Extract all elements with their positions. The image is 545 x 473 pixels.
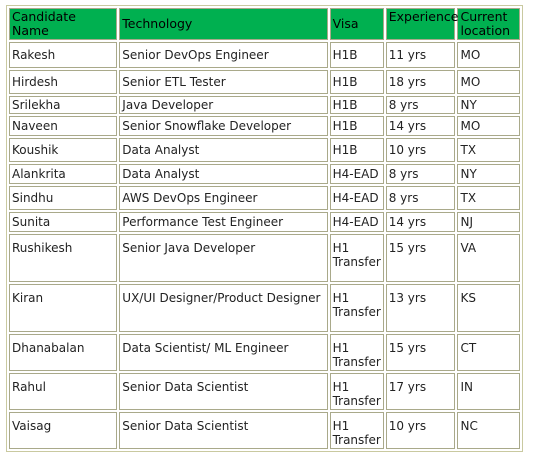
location-cell: MO — [457, 70, 520, 94]
experience-cell: 13 yrs — [385, 284, 456, 332]
technology-cell: AWS DevOps Engineer — [119, 186, 328, 210]
location-cell: NC — [457, 412, 520, 449]
candidate-name-cell: Vaisag — [9, 412, 118, 449]
header-experience: Experience — [385, 8, 458, 40]
table-row: Vaisag Senior Data Scientist H1 Transfer 10… — [9, 412, 520, 449]
candidate-name-cell: Rakesh — [9, 42, 118, 68]
table-row: Koushik Data Analyst H1B 10 yrs TX — [9, 138, 520, 162]
technology-cell: Senior ETL Tester — [119, 70, 328, 94]
visa-cell: H1 Transfer — [329, 334, 384, 371]
location-cell: MO — [457, 42, 520, 68]
experience-cell: 8 yrs — [385, 186, 456, 210]
header-technology: Technology — [119, 8, 328, 40]
technology-cell: Data Analyst — [119, 138, 328, 162]
technology-cell: Data Scientist/ ML Engineer — [119, 334, 328, 371]
candidate-name-cell: Alankrita — [9, 164, 118, 184]
visa-cell: H4-EAD — [329, 164, 384, 184]
table-body: Rakesh Senior DevOps Engineer H1B 11 yrs MO H… — [9, 42, 520, 449]
candidate-name-cell: Sunita — [9, 212, 118, 232]
technology-cell: UX/UI Designer/Product Designer — [119, 284, 328, 332]
table-row: Kiran UX/UI Designer/Product Designer H1 T… — [9, 284, 520, 332]
table-row: Sindhu AWS DevOps Engineer H4-EAD 8 yrs TX — [9, 186, 520, 210]
technology-cell: Senior Data Scientist — [119, 373, 328, 410]
experience-cell: 11 yrs — [385, 42, 456, 68]
technology-cell: Senior DevOps Engineer — [119, 42, 328, 68]
experience-cell: 15 yrs — [385, 234, 456, 282]
table-row: Hirdesh Senior ETL Tester H1B 18 yrs MO — [9, 70, 520, 94]
location-cell: IN — [457, 373, 520, 410]
experience-cell: 18 yrs — [385, 70, 456, 94]
candidate-name-cell: Rushikesh — [9, 234, 118, 282]
candidate-name-cell: Sindhu — [9, 186, 118, 210]
visa-cell: H1B — [329, 116, 384, 136]
experience-cell: 8 yrs — [385, 164, 456, 184]
location-cell: KS — [457, 284, 520, 332]
table-row: Srilekha Java Developer H1B 8 yrs NY — [9, 96, 520, 114]
candidate-table: Candidate Name Technology Visa Experienc… — [6, 5, 523, 452]
candidate-name-cell: Koushik — [9, 138, 118, 162]
candidate-name-cell: Rahul — [9, 373, 118, 410]
location-cell: MO — [457, 116, 520, 136]
table-header-row: Candidate Name Technology Visa Experienc… — [9, 8, 520, 40]
experience-cell: 17 yrs — [385, 373, 456, 410]
experience-cell: 14 yrs — [385, 212, 456, 232]
visa-cell: H4-EAD — [329, 186, 384, 210]
experience-cell: 10 yrs — [385, 138, 456, 162]
table-row: Naveen Senior Snowflake Developer H1B 14 yr… — [9, 116, 520, 136]
visa-cell: H1B — [329, 96, 384, 114]
location-cell: VA — [457, 234, 520, 282]
location-cell: NY — [457, 96, 520, 114]
candidate-name-cell: Naveen — [9, 116, 118, 136]
technology-cell: Performance Test Engineer — [119, 212, 328, 232]
visa-cell: H4-EAD — [329, 212, 384, 232]
header-visa: Visa — [329, 8, 384, 40]
candidate-name-cell: Dhanabalan — [9, 334, 118, 371]
table-row: Alankrita Data Analyst H4-EAD 8 yrs NY — [9, 164, 520, 184]
table-row: Rakesh Senior DevOps Engineer H1B 11 yrs MO — [9, 42, 520, 68]
location-cell: TX — [457, 186, 520, 210]
location-cell: CT — [457, 334, 520, 371]
header-current-location: Current location — [457, 8, 520, 40]
visa-cell: H1B — [329, 138, 384, 162]
technology-cell: Senior Java Developer — [119, 234, 328, 282]
candidate-name-cell: Kiran — [9, 284, 118, 332]
experience-cell: 14 yrs — [385, 116, 456, 136]
candidate-name-cell: Srilekha — [9, 96, 118, 114]
technology-cell: Data Analyst — [119, 164, 328, 184]
visa-cell: H1 Transfer — [329, 412, 384, 449]
location-cell: TX — [457, 138, 520, 162]
experience-cell: 10 yrs — [385, 412, 456, 449]
visa-cell: H1 Transfer — [329, 234, 384, 282]
experience-cell: 8 yrs — [385, 96, 456, 114]
header-candidate-name: Candidate Name — [9, 8, 118, 40]
visa-cell: H1 Transfer — [329, 284, 384, 332]
table-row: Sunita Performance Test Engineer H4-EAD 14 … — [9, 212, 520, 232]
technology-cell: Senior Data Scientist — [119, 412, 328, 449]
visa-cell: H1 Transfer — [329, 373, 384, 410]
experience-cell: 15 yrs — [385, 334, 456, 371]
visa-cell: H1B — [329, 42, 384, 68]
table-row: Dhanabalan Data Scientist/ ML Engineer H1 … — [9, 334, 520, 371]
technology-cell: Senior Snowflake Developer — [119, 116, 328, 136]
table-row: Rushikesh Senior Java Developer H1 Transfe… — [9, 234, 520, 282]
location-cell: NJ — [457, 212, 520, 232]
table-row: Rahul Senior Data Scientist H1 Transfer 17 … — [9, 373, 520, 410]
location-cell: NY — [457, 164, 520, 184]
visa-cell: H1B — [329, 70, 384, 94]
technology-cell: Java Developer — [119, 96, 328, 114]
candidate-name-cell: Hirdesh — [9, 70, 118, 94]
